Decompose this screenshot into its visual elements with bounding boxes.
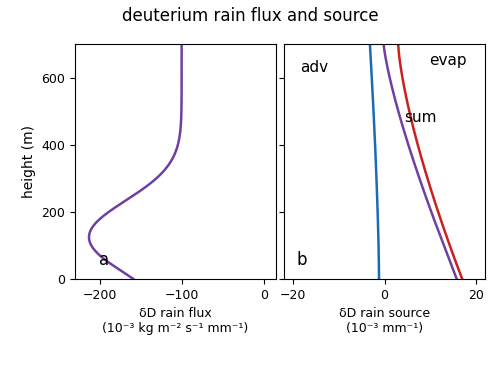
Text: b: b bbox=[296, 251, 306, 269]
Y-axis label: height (m): height (m) bbox=[22, 125, 36, 198]
Text: a: a bbox=[99, 251, 109, 269]
X-axis label: δD rain flux
(10⁻³ kg m⁻² s⁻¹ mm⁻¹): δD rain flux (10⁻³ kg m⁻² s⁻¹ mm⁻¹) bbox=[102, 307, 249, 335]
Text: adv: adv bbox=[300, 60, 328, 75]
Text: sum: sum bbox=[404, 110, 437, 124]
X-axis label: δD rain source
(10⁻³ mm⁻¹): δD rain source (10⁻³ mm⁻¹) bbox=[339, 307, 430, 335]
Text: deuterium rain flux and source: deuterium rain flux and source bbox=[122, 7, 378, 25]
Text: evap: evap bbox=[428, 53, 467, 68]
